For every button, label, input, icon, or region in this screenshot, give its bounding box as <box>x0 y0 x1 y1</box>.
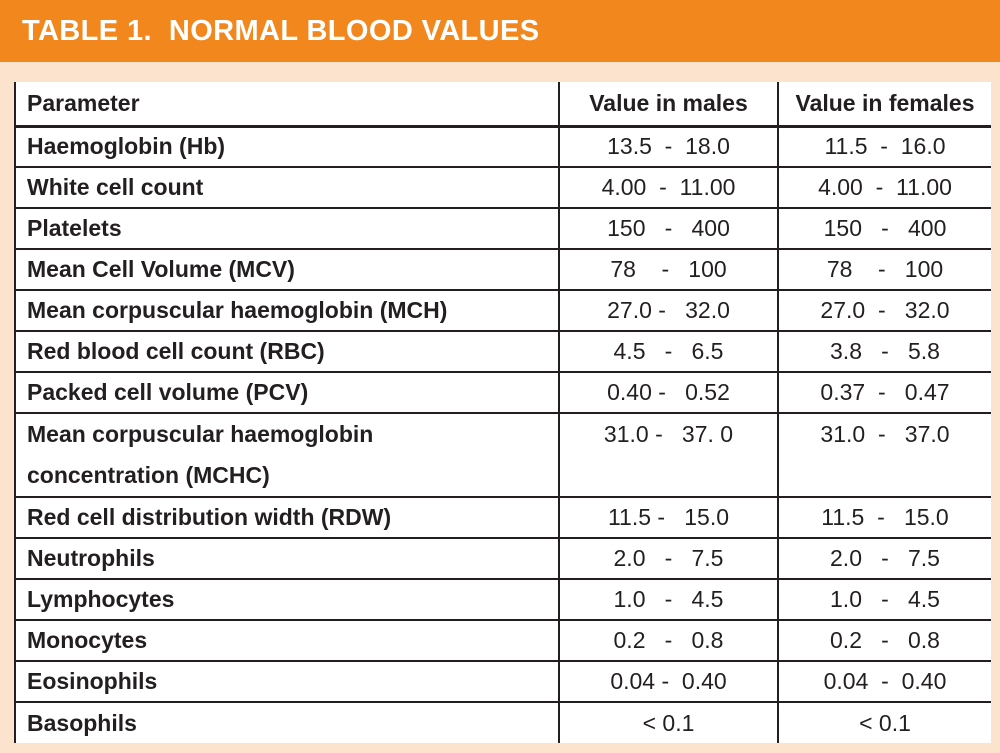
parameter-cell: Eosinophils <box>15 661 559 703</box>
table-row: Eosinophils 0.04 - 0.40 0.04 - 0.40 <box>15 661 991 703</box>
value-females-cell: 27.0 - 32.0 <box>777 290 991 332</box>
table-row: Neutrophils 2.0 - 7.5 2.0 - 7.5 <box>15 538 991 580</box>
parameter-label: Platelets <box>27 215 122 241</box>
value-females-cell: 78 - 100 <box>777 249 991 291</box>
parameter-label: Eosinophils <box>27 668 158 694</box>
value-females-cell: 11.5 - 16.0 <box>777 126 991 168</box>
table-row: Lymphocytes 1.0 - 4.5 1.0 - 4.5 <box>15 579 991 621</box>
table-row: Monocytes 0.2 - 0.8 0.2 - 0.8 <box>15 620 991 662</box>
value-females-cell: 1.0 - 4.5 <box>777 579 991 621</box>
parameter-cell: White cell count <box>15 167 559 209</box>
parameter-label: Mean corpuscular haemoglobin (MCH) <box>27 297 448 323</box>
value-females-cell: 11.5 - 15.0 <box>777 497 991 539</box>
column-header-parameter: Parameter <box>15 82 559 128</box>
parameter-cell: Basophils <box>15 702 559 743</box>
parameter-label: Red blood cell count (RBC) <box>27 338 325 364</box>
page-title: TABLE 1. NORMAL BLOOD VALUES <box>22 14 540 47</box>
table-row: Haemoglobin (Hb) 13.5 - 18.0 11.5 - 16.0 <box>15 126 991 168</box>
value-males-cell: 4.00 - 11.00 <box>558 167 778 209</box>
table-row: Red blood cell count (RBC) 4.5 - 6.5 3.8 -… <box>15 331 991 373</box>
value-females-cell: 2.0 - 7.5 <box>777 538 991 580</box>
title-bar: TABLE 1. NORMAL BLOOD VALUES <box>0 0 1000 62</box>
parameter-cell: Red cell distribution width (RDW) <box>15 497 559 539</box>
parameter-label: Monocytes <box>27 627 148 653</box>
parameter-label: Haemoglobin (Hb) <box>27 133 226 160</box>
value-females-cell: 0.04 - 0.40 <box>777 661 991 703</box>
parameter-label: White cell count <box>27 174 204 200</box>
value-males-cell: 31.0 - 37. 0 <box>558 413 778 498</box>
table-row: Mean corpuscular haemoglobin concentratio… <box>15 413 991 498</box>
header-row: Parameter Value in males Value in female… <box>15 82 991 128</box>
parameter-cell: Red blood cell count (RBC) <box>15 331 559 373</box>
parameter-cell: Mean corpuscular haemoglobin (MCH) <box>15 290 559 332</box>
value-females-cell: 0.37 - 0.47 <box>777 372 991 414</box>
value-males-cell: 0.2 - 0.8 <box>558 620 778 662</box>
value-females-cell: 3.8 - 5.8 <box>777 331 991 373</box>
value-males-cell: 4.5 - 6.5 <box>558 331 778 373</box>
table-body: Haemoglobin (Hb) 13.5 - 18.0 11.5 - 16.0 Wh… <box>15 126 991 743</box>
parameter-label: concentration (MCHC) <box>27 462 270 488</box>
parameter-cell: Mean corpuscular haemoglobin concentratio… <box>15 413 559 498</box>
value-females-cell: 4.00 - 11.00 <box>777 167 991 209</box>
parameter-label: Mean Cell Volume (MCV) <box>27 256 295 282</box>
value-males-cell: 78 - 100 <box>558 249 778 291</box>
value-males-cell: 13.5 - 18.0 <box>558 126 778 168</box>
column-header-males: Value in males <box>558 82 778 128</box>
parameter-cell: Packed cell volume (PCV) <box>15 372 559 414</box>
parameter-cell: Neutrophils <box>15 538 559 580</box>
value-males-cell: 11.5 - 15.0 <box>558 497 778 539</box>
value-males-cell: 27.0 - 32.0 <box>558 290 778 332</box>
parameter-label: Mean corpuscular haemoglobin <box>27 421 374 447</box>
parameter-label: Basophils <box>27 709 137 736</box>
value-males-cell: 0.40 - 0.52 <box>558 372 778 414</box>
table-row: Mean corpuscular haemoglobin (MCH) 27.0 -… <box>15 290 991 332</box>
table-row: Basophils < 0.1 < 0.1 <box>15 702 991 743</box>
table-row: Platelets 150 - 400 150 - 400 <box>15 208 991 250</box>
parameter-cell: Haemoglobin (Hb) <box>15 126 559 168</box>
parameter-label: Red cell distribution width (RDW) <box>27 504 392 530</box>
value-females-cell: 31.0 - 37.0 <box>777 413 991 498</box>
parameter-cell: Mean Cell Volume (MCV) <box>15 249 559 291</box>
parameter-label: Lymphocytes <box>27 586 175 612</box>
parameter-cell: Monocytes <box>15 620 559 662</box>
value-females-cell: 150 - 400 <box>777 208 991 250</box>
parameter-label: Packed cell volume (PCV) <box>27 379 309 405</box>
column-header-females: Value in females <box>777 82 991 128</box>
blood-values-table: Parameter Value in males Value in female… <box>14 82 991 743</box>
table-area: Parameter Value in males Value in female… <box>0 62 1000 743</box>
table-row: Packed cell volume (PCV) 0.40 - 0.52 0.37 … <box>15 372 991 414</box>
value-males-cell: 1.0 - 4.5 <box>558 579 778 621</box>
value-males-cell: 2.0 - 7.5 <box>558 538 778 580</box>
parameter-cell: Lymphocytes <box>15 579 559 621</box>
parameter-cell: Platelets <box>15 208 559 250</box>
table-row: Mean Cell Volume (MCV) 78 - 100 78 - 100 <box>15 249 991 291</box>
value-males-cell: 0.04 - 0.40 <box>558 661 778 703</box>
table-row: White cell count 4.00 - 11.00 4.00 - 11.00 <box>15 167 991 209</box>
parameter-label: Neutrophils <box>27 545 155 571</box>
value-males-cell: < 0.1 <box>558 702 778 743</box>
value-females-cell: < 0.1 <box>777 702 991 743</box>
table-row: Red cell distribution width (RDW) 11.5 - … <box>15 497 991 539</box>
value-males-cell: 150 - 400 <box>558 208 778 250</box>
value-females-cell: 0.2 - 0.8 <box>777 620 991 662</box>
